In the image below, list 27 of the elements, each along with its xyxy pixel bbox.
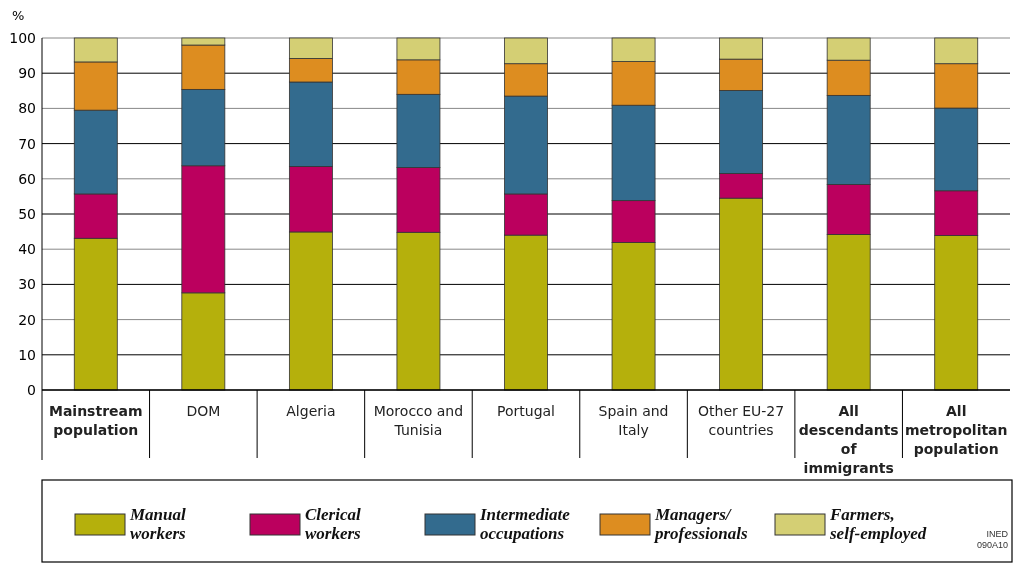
y-tick-label: 20 bbox=[18, 311, 36, 328]
y-tick-label: 90 bbox=[18, 65, 36, 82]
legend-label: Farmers, self-employed bbox=[829, 505, 927, 543]
x-tick-label: All descendants of immigrants bbox=[798, 403, 899, 476]
x-tick-label: Spain and Italy bbox=[598, 403, 669, 438]
x-tick-label: Morocco and Tunisia bbox=[373, 403, 464, 438]
y-tick-label: 60 bbox=[18, 170, 36, 187]
text: INED 090A10 bbox=[976, 529, 1009, 550]
y-tick-label: 40 bbox=[18, 241, 36, 258]
y-tick-label: 100 bbox=[9, 29, 36, 46]
legend-label: Manual workers bbox=[129, 505, 187, 543]
x-tick-label: Portugal bbox=[497, 403, 555, 419]
legend-label: Managers/ professionals bbox=[653, 505, 748, 543]
y-tick-label: 80 bbox=[18, 100, 36, 117]
y-tick-label: 30 bbox=[18, 276, 36, 293]
y-tick-label: 70 bbox=[18, 135, 36, 152]
x-tick-label: Algeria bbox=[286, 403, 336, 419]
legend-label: Intermediate occupations bbox=[479, 505, 571, 543]
legend-label: Clerical workers bbox=[305, 505, 362, 543]
x-tick-label: Mainstream population bbox=[48, 403, 143, 438]
x-tick-label: All metropolitan population bbox=[904, 403, 1008, 457]
y-tick-label: 0 bbox=[27, 381, 36, 398]
x-tick-label: Other EU-27 countries bbox=[698, 403, 785, 438]
y-tick-label: 50 bbox=[18, 205, 36, 222]
y-tick-label: 10 bbox=[18, 346, 36, 363]
x-tick-label: DOM bbox=[186, 403, 221, 419]
y-axis-title: % bbox=[12, 8, 25, 23]
